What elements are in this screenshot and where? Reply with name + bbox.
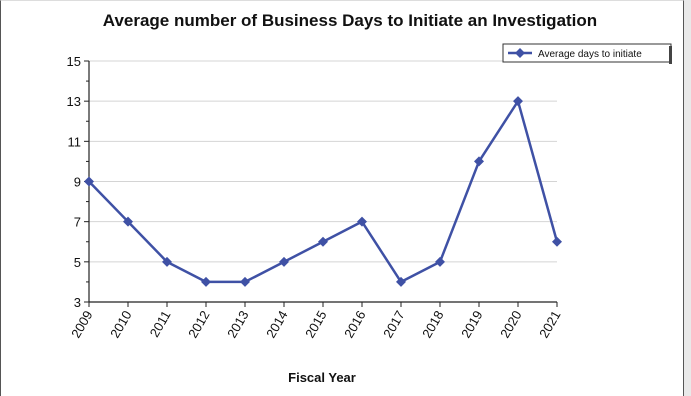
data-point-2019 xyxy=(474,156,484,167)
x-tick-label-2010: 2010 xyxy=(107,308,134,341)
data-point-2013 xyxy=(240,276,250,287)
y-tick-label-15: 15 xyxy=(67,54,81,69)
y-tick-label-13: 13 xyxy=(67,94,81,109)
legend: Average days to initiate xyxy=(502,43,672,64)
gridlines xyxy=(89,60,557,263)
y-axis-ticks: 3 5 7 9 11 13 15 xyxy=(67,54,89,310)
legend-shadow xyxy=(669,46,672,64)
data-point-2018 xyxy=(435,256,445,267)
x-tick-label-2018: 2018 xyxy=(419,308,446,341)
data-point-2009 xyxy=(84,176,94,187)
x-tick-label-2021: 2021 xyxy=(536,308,563,341)
x-tick-label-2020: 2020 xyxy=(497,308,524,341)
series-line-0 xyxy=(88,99,559,284)
x-tick-label-2009: 2009 xyxy=(68,308,95,341)
data-point-2012 xyxy=(201,276,211,287)
x-tick-label-2012: 2012 xyxy=(185,308,212,341)
y-tick-label-7: 7 xyxy=(74,215,81,230)
x-tick-label-2019: 2019 xyxy=(458,308,485,341)
chart-title: Average number of Business Days to Initi… xyxy=(103,11,597,30)
data-point-2016 xyxy=(357,216,367,227)
x-axis-ticks: 2009 2010 2011 2012 2013 2014 2015 2016 2017 2018… xyxy=(68,302,564,341)
data-point-2015 xyxy=(318,236,328,247)
x-tick-label-2016: 2016 xyxy=(341,308,368,341)
legend-entry-label: Average days to initiate xyxy=(538,49,642,60)
data-point-2021 xyxy=(552,236,562,247)
y-tick-label-11: 11 xyxy=(68,134,82,149)
legend-swatch-marker xyxy=(515,48,525,58)
series-layer xyxy=(84,96,562,287)
y-tick-label-3: 3 xyxy=(74,295,81,310)
data-point-2014 xyxy=(279,256,289,267)
x-tick-label-2013: 2013 xyxy=(224,308,251,341)
x-tick-label-2014: 2014 xyxy=(263,308,290,341)
x-tick-label-2017: 2017 xyxy=(380,308,407,341)
data-point-2010 xyxy=(123,216,133,227)
y-tick-label-5: 5 xyxy=(74,255,81,270)
x-axis-label: Fiscal Year xyxy=(288,370,356,385)
data-point-2017 xyxy=(396,276,406,287)
x-tick-label-2015: 2015 xyxy=(302,308,329,341)
data-point-2011 xyxy=(162,256,172,267)
y-tick-label-9: 9 xyxy=(74,175,81,190)
x-tick-label-2011: 2011 xyxy=(147,308,174,340)
data-point-2020 xyxy=(513,96,523,107)
frame-shadow xyxy=(684,0,691,396)
